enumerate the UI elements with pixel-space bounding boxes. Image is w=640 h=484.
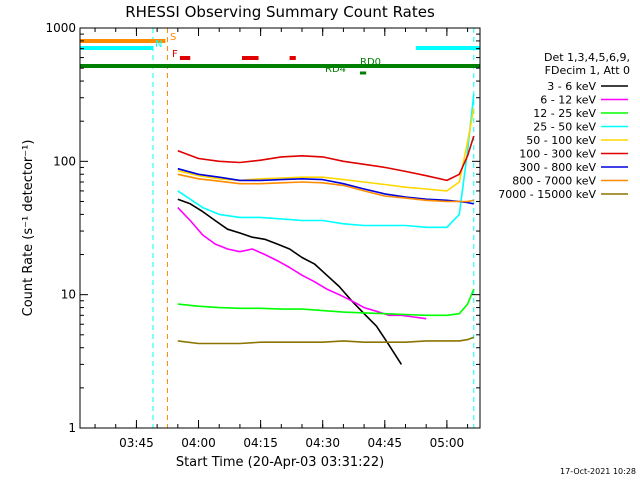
legend-label: 12 - 25 keV [533,107,596,120]
x-tick-label: 04:30 [305,436,340,450]
x-axis-label: Start Time (20-Apr-03 03:31:22) [176,455,384,470]
axes: 1 10 100 1000 03:45 04:00 04:15 04:30 04:45 05:00 [45,21,480,450]
x-tick-label: 04:45 [367,436,402,450]
legend-header: Det 1,3,4,5,6,9, [544,51,630,64]
legend-label: 300 - 800 keV [519,161,596,174]
legend-header: FDecim 1, Att 0 [545,64,630,77]
series-line-1 [177,198,403,365]
chart-title: RHESSI Observing Summary Count Rates [125,3,435,21]
series-line-4 [177,93,475,229]
series-line-8 [177,173,474,203]
flag-label-rd4: RD4 [325,64,346,75]
flag-label-f: F [172,49,178,60]
legend-label: 6 - 12 keV [540,94,596,107]
series-line-5 [177,108,475,192]
legend-label: 3 - 6 keV [547,80,596,93]
y-tick-label: 1000 [45,21,76,35]
legend: Det 1,3,4,5,6,9,FDecim 1, Att 0 3 - 6 keV… [498,51,630,201]
legend-label: 800 - 7000 keV [512,175,596,188]
y-tick-label: 100 [53,154,76,168]
x-tick-label: 04:15 [243,436,278,450]
series-line-7 [177,167,474,205]
series-line-6 [177,135,475,182]
legend-label: 100 - 300 keV [519,148,596,161]
y-tick-label: 1 [68,421,76,435]
flag-label-n: N [155,39,162,50]
legend-label: 50 - 100 keV [526,134,596,147]
legend-label: 25 - 50 keV [533,121,596,134]
timestamp: 17-Oct-2021 10:28 [560,467,636,476]
legend-label: 7000 - 15000 keV [498,188,596,201]
flag-label-s: S [170,32,176,43]
plot-content: SNF RD0 RD4 [80,28,480,428]
series-line-9 [177,336,475,345]
x-tick-label: 03:45 [119,436,154,450]
x-tick-label: 05:00 [430,436,465,450]
y-axis-label: Count Rate (s⁻¹ detector⁻¹) [21,140,36,317]
plot-frame [79,27,481,429]
y-tick-label: 10 [61,288,76,302]
x-tick-label: 04:00 [181,436,216,450]
series-line-2 [177,207,427,320]
series-line-3 [177,288,475,317]
flag-label-rd0: RD0 [360,57,381,68]
